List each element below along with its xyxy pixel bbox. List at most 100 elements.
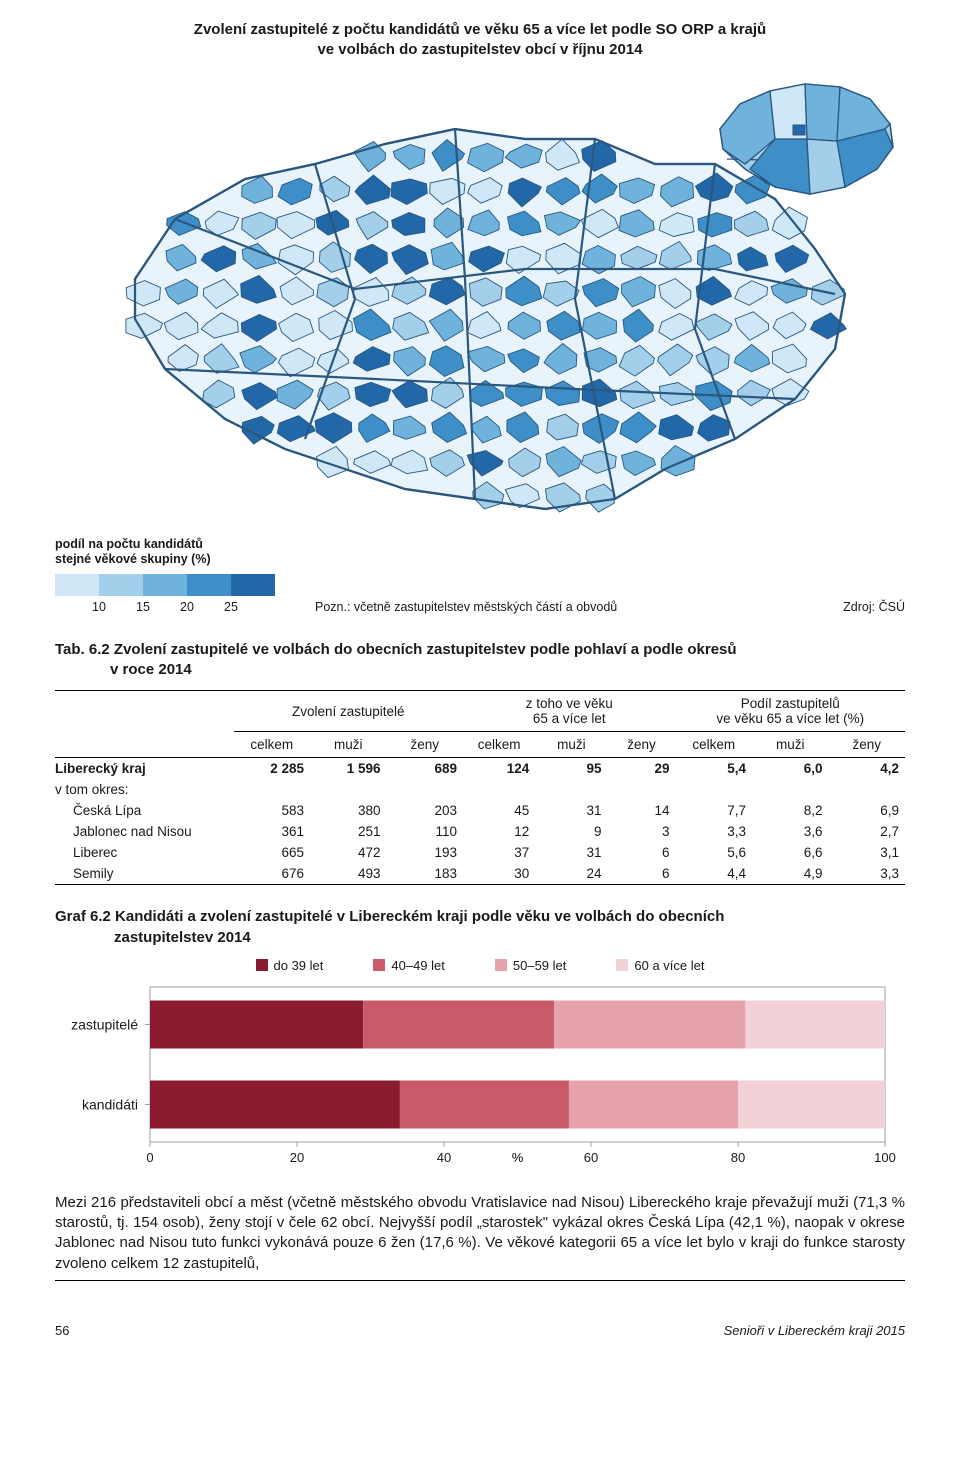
map-title: Zvolení zastupitelé z počtu kandidátů ve…: [55, 20, 905, 61]
body-paragraph: Mezi 216 představiteli obcí a měst (včet…: [55, 1193, 905, 1274]
cell: 1 596: [310, 758, 387, 780]
legend-swatch: [231, 574, 275, 596]
th-sub: ženy: [829, 732, 906, 758]
chart-x-tick: 40: [437, 1150, 451, 1165]
chart-y-label: zastupitelé: [71, 1016, 138, 1032]
table-caption-prefix: Tab. 6.2: [55, 641, 114, 658]
th-group-age: z toho ve věku 65 a více let: [463, 691, 676, 732]
chart-caption-l1: Kandidáti a zvolení zastupitelé v Libere…: [115, 908, 724, 925]
inset-map-svg: [705, 69, 905, 199]
bar-segment: [150, 1000, 363, 1048]
legend-tick: 15: [121, 600, 165, 614]
cell: 3,3: [829, 863, 906, 885]
chart-legend: do 39 let 40–49 let 50–59 let 60 a více let: [55, 958, 905, 973]
legend-label: do 39 let: [274, 958, 324, 973]
cell: 203: [387, 800, 464, 821]
row-subhead: v tom okres:: [55, 779, 234, 800]
chart-x-label: %: [512, 1150, 524, 1165]
legend-tick: 20: [165, 600, 209, 614]
th-sub: muži: [310, 732, 387, 758]
cell: 6,0: [752, 758, 829, 780]
chart-y-label: kandidáti: [82, 1096, 138, 1112]
cell: 2,7: [829, 821, 906, 842]
cell: 95: [535, 758, 607, 780]
chart-x-tick: 100: [874, 1150, 896, 1165]
legend-swatch: [187, 574, 231, 596]
map-source: Zdroj: ČSÚ: [843, 600, 905, 614]
table-caption-l2: v roce 2014: [55, 660, 192, 680]
map-title-line2: ve volbách do zastupitelstev obcí v říjn…: [317, 41, 642, 58]
legend-label: 60 a více let: [634, 958, 704, 973]
table-caption: Tab. 6.2 Zvolení zastupitelé ve volbách …: [55, 640, 905, 681]
table-caption-l1: Zvolení zastupitelé ve volbách do obecní…: [114, 641, 737, 658]
cell: 4,4: [676, 863, 753, 885]
legend-swatch: [55, 574, 99, 596]
row-label: Liberec: [55, 842, 234, 863]
bar-segment: [150, 1080, 400, 1128]
bar-segment: [400, 1080, 569, 1128]
cell: 4,9: [752, 863, 829, 885]
th-group-elected: Zvolení zastupitelé: [234, 691, 464, 732]
cell: 24: [535, 863, 607, 885]
th-sub: ženy: [608, 732, 676, 758]
cell: 380: [310, 800, 387, 821]
chart-caption: Graf 6.2 Kandidáti a zvolení zastupitelé…: [55, 907, 905, 948]
cell: 29: [608, 758, 676, 780]
cell: 8,2: [752, 800, 829, 821]
chart-legend-item: 50–59 let: [495, 958, 567, 973]
cell: 361: [234, 821, 311, 842]
cell: 37: [463, 842, 535, 863]
map-footer-row: podíl na počtu kandidátů stejné věkové s…: [55, 537, 905, 614]
cell: 6,6: [752, 842, 829, 863]
legend-color-icon: [495, 959, 507, 971]
legend-swatch: [143, 574, 187, 596]
cell: 5,4: [676, 758, 753, 780]
row-label: Jablonec nad Nisou: [55, 821, 234, 842]
choropleth-map: [55, 69, 905, 539]
cell: 689: [387, 758, 464, 780]
row-label: Česká Lípa: [55, 800, 234, 821]
page-number: 56: [55, 1323, 69, 1338]
cell: 3,6: [752, 821, 829, 842]
cell: 6,9: [829, 800, 906, 821]
map-note: Pozn.: včetně zastupitelstev městských č…: [275, 600, 843, 614]
legend-label: 40–49 let: [391, 958, 445, 973]
legend-swatches: [55, 574, 275, 596]
legend-color-icon: [616, 959, 628, 971]
chart-legend-item: 40–49 let: [373, 958, 445, 973]
bar-segment: [738, 1080, 885, 1128]
legend-color-icon: [373, 959, 385, 971]
cell: 14: [608, 800, 676, 821]
cell: 124: [463, 758, 535, 780]
legend-tick: 25: [209, 600, 253, 614]
bar-segment: [745, 1000, 885, 1048]
cell: 31: [535, 842, 607, 863]
stacked-bar-chart: zastupitelékandidáti020406080100%: [55, 979, 905, 1179]
row-label: Liberecký kraj: [55, 758, 234, 780]
cell: 7,7: [676, 800, 753, 821]
chart-legend-item: 60 a více let: [616, 958, 704, 973]
map-legend: podíl na počtu kandidátů stejné věkové s…: [55, 537, 275, 614]
cell: 3,3: [676, 821, 753, 842]
th-sub: celkem: [234, 732, 311, 758]
chart-x-tick: 60: [584, 1150, 598, 1165]
footer-title: Senioři v Libereckém kraji 2015: [724, 1323, 905, 1338]
cell: 3,1: [829, 842, 906, 863]
cell: 3: [608, 821, 676, 842]
chart-legend-item: do 39 let: [256, 958, 324, 973]
cell: 6: [608, 863, 676, 885]
cell: 30: [463, 863, 535, 885]
cell: 676: [234, 863, 311, 885]
bar-segment: [569, 1080, 738, 1128]
page-footer: 56 Senioři v Libereckém kraji 2015: [55, 1323, 905, 1338]
chart-x-tick: 0: [146, 1150, 153, 1165]
data-table: Zvolení zastupitelé z toho ve věku 65 a …: [55, 690, 905, 885]
cell: 583: [234, 800, 311, 821]
cell: 4,2: [829, 758, 906, 780]
cell: 9: [535, 821, 607, 842]
chart-caption-prefix: Graf 6.2: [55, 908, 115, 925]
legend-swatch: [99, 574, 143, 596]
th-sub: celkem: [676, 732, 753, 758]
cell: 110: [387, 821, 464, 842]
map-title-line1: Zvolení zastupitelé z počtu kandidátů ve…: [194, 21, 766, 38]
